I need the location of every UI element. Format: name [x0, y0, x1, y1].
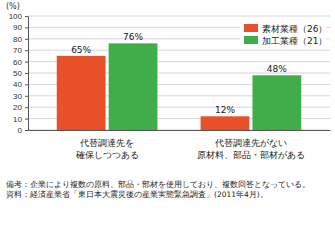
y-tick: 80 — [13, 35, 28, 44]
grid-line — [28, 16, 330, 17]
y-tick-mark — [25, 50, 28, 51]
y-tick-label: 10 — [13, 115, 22, 124]
x-tick-label: 代替調達先がない原材料、部品・部材がある — [197, 138, 305, 159]
y-tick-label: 30 — [13, 92, 22, 101]
legend-swatch — [244, 24, 258, 32]
plot: 0 10 20 30 40 50 60 70 80 90 100 65% 12% 76% 48% 代替調達先を… — [9, 12, 331, 160]
y-tick-mark — [25, 27, 28, 28]
y-tick-mark — [25, 96, 28, 97]
bar — [201, 116, 250, 130]
y-tick: 60 — [13, 58, 28, 67]
y-tick-mark — [25, 119, 28, 120]
data-label: 76% — [123, 32, 143, 42]
y-tick: 100 — [9, 12, 28, 21]
chart: 0 10 20 30 40 50 60 70 80 90 100 65% 12% 76% 48% 代替調達先を… — [0, 0, 335, 178]
y-tick-label: 80 — [13, 35, 22, 44]
y-tick-label: 70 — [13, 46, 22, 55]
x-tick-label: 代替調達先を確保しつつある — [75, 138, 139, 159]
y-tick: 20 — [13, 103, 28, 112]
y-tick-mark — [25, 62, 28, 63]
note: 資料：経済産業省「東日本大震災後の産業実態緊急調査」(2011年4月)。 — [0, 190, 335, 200]
y-axis-title: (%) — [6, 2, 20, 11]
y-tick: 0 — [18, 126, 28, 135]
bars — [57, 43, 301, 130]
x-axis-line — [29, 130, 331, 131]
bar — [109, 43, 158, 130]
y-tick: 10 — [13, 115, 28, 124]
y-tick-mark — [25, 130, 28, 131]
y-tick: 40 — [13, 80, 28, 89]
y-tick-label: 90 — [13, 23, 22, 32]
bar — [57, 56, 106, 130]
y-tick-mark — [25, 84, 28, 85]
y-tick-mark — [25, 73, 28, 74]
notes: 備考：企業により複数の原料、部品・部材を使用しており、複数回答となっている。資料… — [0, 180, 335, 200]
legend-item: 素材業種（26） — [244, 24, 327, 34]
y-tick-label: 0 — [18, 126, 23, 135]
data-label: 48% — [267, 64, 287, 74]
grid — [28, 16, 330, 130]
legend-label: 加工業種（21） — [262, 36, 327, 46]
y-axis: 0 10 20 30 40 50 60 70 80 90 100 — [9, 12, 29, 135]
legend: 素材業種（26） 加工業種（21） — [240, 20, 327, 48]
y-tick: 90 — [13, 23, 28, 32]
y-tick-label: 40 — [13, 80, 22, 89]
x-tick: 代替調達先がない原材料、部品・部材がある — [197, 130, 305, 160]
data-label: 65% — [71, 45, 91, 55]
x-tick: 代替調達先を確保しつつある — [75, 130, 139, 160]
y-tick-label: 60 — [13, 58, 22, 67]
legend-swatch — [244, 36, 258, 44]
y-tick: 30 — [13, 92, 28, 101]
legend-item: 加工業種（21） — [244, 36, 327, 46]
y-tick-label: 50 — [13, 69, 22, 78]
bar — [252, 75, 301, 130]
y-axis-line — [28, 17, 29, 131]
data-label: 12% — [215, 105, 235, 115]
y-tick: 70 — [13, 46, 28, 55]
note: 備考：企業により複数の原料、部品・部材を使用しており、複数回答となっている。 — [0, 180, 335, 190]
y-tick-mark — [25, 39, 28, 40]
y-tick-label: 20 — [13, 103, 22, 112]
x-axis: 代替調達先を確保しつつある 代替調達先がない原材料、部品・部材がある — [29, 130, 331, 160]
y-tick: 50 — [13, 69, 28, 78]
y-tick-label: 100 — [9, 12, 23, 21]
y-tick-mark — [25, 107, 28, 108]
legend-label: 素材業種（26） — [262, 24, 327, 34]
y-tick-mark — [25, 16, 28, 17]
